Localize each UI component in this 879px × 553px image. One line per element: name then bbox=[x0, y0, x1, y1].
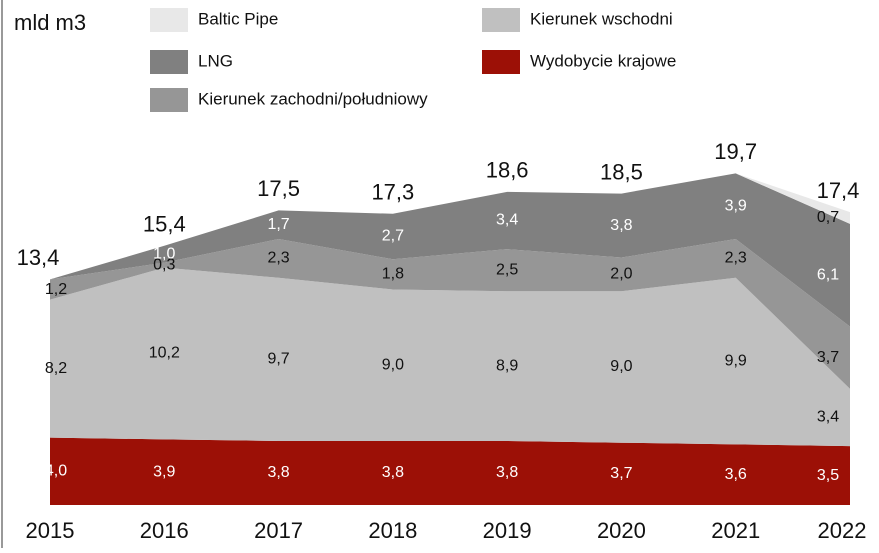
data-label: 1,8 bbox=[382, 266, 404, 283]
legend-label: Kierunek zachodni/południowy bbox=[198, 89, 428, 108]
x-tick-label: 2018 bbox=[368, 518, 417, 543]
legend-label: Wydobycie krajowe bbox=[530, 51, 676, 70]
total-label: 19,7 bbox=[714, 139, 757, 164]
data-label: 0,7 bbox=[817, 209, 839, 226]
data-label: 9,9 bbox=[725, 352, 747, 369]
data-label: 1,0 bbox=[153, 245, 175, 262]
data-label: 2,3 bbox=[725, 250, 747, 267]
data-label: 2,5 bbox=[496, 261, 518, 278]
data-label: 9,0 bbox=[610, 358, 632, 375]
data-label: 3,8 bbox=[382, 464, 404, 481]
y-axis-label: mld m3 bbox=[14, 10, 86, 35]
total-label: 13,4 bbox=[17, 245, 60, 270]
data-label: 3,7 bbox=[610, 465, 632, 482]
data-label: 3,4 bbox=[817, 409, 839, 426]
data-label: 9,7 bbox=[267, 351, 289, 368]
x-tick-label: 2017 bbox=[254, 518, 303, 543]
x-tick-label: 2021 bbox=[711, 518, 760, 543]
data-label: 3,9 bbox=[725, 197, 747, 214]
total-label: 18,5 bbox=[600, 159, 643, 184]
total-label: 17,3 bbox=[371, 180, 414, 205]
legend-swatch bbox=[150, 50, 188, 74]
data-label: 1,7 bbox=[267, 216, 289, 233]
data-label: 4,0 bbox=[45, 463, 67, 480]
legend-label: Kierunek wschodni bbox=[530, 9, 673, 28]
legend-swatch bbox=[150, 88, 188, 112]
data-label: 3,8 bbox=[496, 464, 518, 481]
legend-label: Baltic Pipe bbox=[198, 9, 278, 28]
legend-swatch bbox=[150, 8, 188, 32]
data-label: 3,8 bbox=[610, 217, 632, 234]
x-tick-label: 2016 bbox=[140, 518, 189, 543]
legend-label: LNG bbox=[198, 51, 233, 70]
x-tick-label: 2022 bbox=[818, 518, 867, 543]
data-label: 2,0 bbox=[610, 266, 632, 283]
data-label: 3,6 bbox=[725, 466, 747, 483]
area bbox=[50, 267, 850, 447]
area bbox=[50, 437, 850, 505]
total-label: 18,6 bbox=[486, 158, 529, 183]
total-label: 17,4 bbox=[817, 178, 860, 203]
x-tick-label: 2019 bbox=[483, 518, 532, 543]
legend-swatch bbox=[482, 8, 520, 32]
x-tick-label: 2015 bbox=[26, 518, 75, 543]
data-label: 6,1 bbox=[817, 266, 839, 283]
area bbox=[50, 239, 850, 389]
data-label: 3,9 bbox=[153, 463, 175, 480]
data-label: 2,7 bbox=[382, 228, 404, 245]
total-label: 15,4 bbox=[143, 212, 186, 237]
data-label: 8,2 bbox=[45, 360, 67, 377]
data-label: 1,2 bbox=[45, 281, 67, 298]
area bbox=[50, 173, 850, 327]
legend-swatch bbox=[482, 50, 520, 74]
total-label: 17,5 bbox=[257, 176, 300, 201]
data-label: 10,2 bbox=[149, 345, 180, 362]
data-label: 3,7 bbox=[817, 349, 839, 366]
data-label: 8,9 bbox=[496, 357, 518, 374]
data-label: 2,3 bbox=[267, 250, 289, 267]
data-label: 0,3 bbox=[153, 256, 175, 273]
data-label: 3,4 bbox=[496, 212, 518, 229]
data-label: 3,5 bbox=[817, 467, 839, 484]
x-tick-label: 2020 bbox=[597, 518, 646, 543]
data-label: 3,8 bbox=[267, 464, 289, 481]
data-label: 9,0 bbox=[382, 357, 404, 374]
